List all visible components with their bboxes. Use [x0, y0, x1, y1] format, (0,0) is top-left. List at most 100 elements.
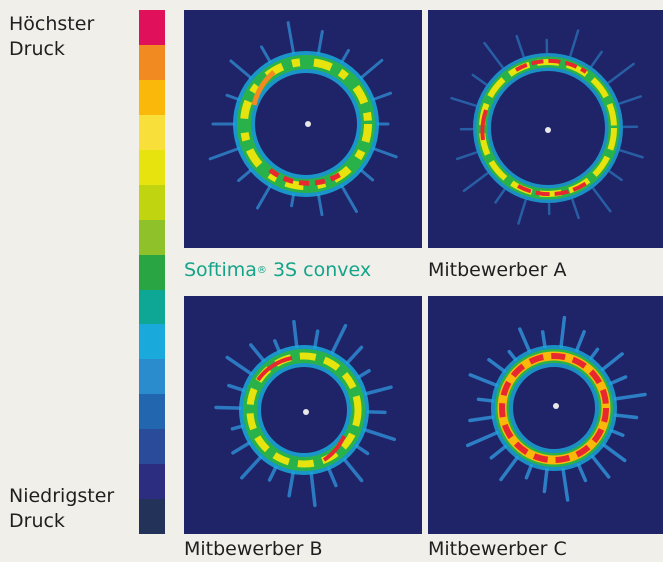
- pressure-ring-image: [450, 29, 644, 225]
- pressure-spike: [455, 151, 478, 161]
- pressure-spike: [609, 375, 628, 386]
- pressure-spike: [613, 392, 647, 401]
- caption-mitbewerber-c-text: Mitbewerber C: [428, 538, 567, 560]
- color-scale-segment: [139, 324, 165, 360]
- pressure-spike: [607, 62, 635, 84]
- pressure-spike: [372, 147, 398, 159]
- pressure-spike: [450, 96, 477, 107]
- pressure-spike: [214, 405, 242, 410]
- caption-softima-name: Softima: [184, 259, 257, 281]
- pressure-map-mitbewerber-b: [184, 296, 422, 534]
- lowest-pressure-label: Niedrigster Druck: [9, 484, 114, 534]
- pressure-spike: [559, 315, 567, 349]
- pressure-spike: [359, 58, 384, 80]
- caption-softima-model: 3S convex: [266, 259, 372, 281]
- pressure-spike: [542, 467, 549, 494]
- pressure-spike: [230, 424, 244, 431]
- pressure-spike: [309, 471, 317, 508]
- pressure-spike: [359, 168, 375, 182]
- pressure-spike: [499, 456, 519, 482]
- highest-pressure-label-line2: Druck: [9, 38, 65, 60]
- pressure-spike: [208, 147, 240, 161]
- pressure-spike: [363, 428, 397, 442]
- pressure-spike: [290, 193, 295, 208]
- pressure-spike: [227, 383, 245, 392]
- pressure-spike: [357, 369, 371, 379]
- pressure-spike: [225, 355, 253, 376]
- pressure-spike: [468, 373, 499, 387]
- pressure-spike: [576, 463, 588, 483]
- pressure-spike: [364, 385, 393, 396]
- pressure-spike: [476, 397, 495, 403]
- pressure-spike: [256, 184, 272, 210]
- color-scale-segment: [139, 10, 165, 45]
- pressure-ring-image: [214, 319, 397, 508]
- pressure-spike: [345, 345, 364, 365]
- pressure-spike: [240, 455, 263, 480]
- caption-mitbewerber-b-text: Mitbewerber B: [184, 538, 323, 560]
- pressure-spike: [225, 93, 240, 101]
- pressure-spike: [507, 349, 518, 362]
- color-scale-segment: [139, 79, 165, 115]
- pressure-map-softima: [184, 10, 422, 248]
- pressure-spike: [571, 198, 580, 220]
- pressure-spike: [483, 41, 504, 69]
- pressure-ring-image: [466, 315, 647, 502]
- pressure-spike: [471, 73, 488, 86]
- pressure-spike: [462, 172, 489, 193]
- pressure-spike: [327, 467, 338, 488]
- pressure-spike: [518, 327, 532, 353]
- pressure-spike: [569, 29, 580, 57]
- pressure-spike: [600, 352, 624, 372]
- lowest-pressure-label-line1: Niedrigster: [9, 485, 115, 507]
- color-scale-segment: [139, 429, 165, 465]
- pressure-spike: [608, 170, 623, 182]
- caption-softima-registered-mark: ®: [256, 265, 267, 276]
- pressure-spike: [618, 95, 643, 105]
- color-scale-segment: [139, 219, 165, 255]
- pressure-spike: [267, 465, 278, 482]
- color-scale-segment: [139, 359, 165, 395]
- color-scale-segment: [139, 114, 165, 150]
- caption-mitbewerber-b: Mitbewerber B: [184, 537, 323, 561]
- caption-mitbewerber-a: Mitbewerber A: [428, 258, 567, 282]
- pressure-spike: [249, 343, 266, 363]
- pressure-spike: [313, 329, 320, 349]
- pressure-spike: [487, 357, 506, 373]
- pressure-spike: [515, 34, 525, 58]
- pressure-spike: [609, 429, 625, 437]
- color-scale-segment: [139, 464, 165, 500]
- pressure-spike: [372, 91, 393, 101]
- pressure-color-scale: [139, 10, 165, 535]
- pressure-spike: [330, 323, 348, 355]
- pressure-map-mitbewerber-c: [428, 296, 663, 534]
- pressure-spike: [524, 463, 533, 480]
- pressure-spike: [237, 168, 253, 183]
- pressure-map-mitbewerber-a: [428, 10, 663, 248]
- pressure-spike: [292, 319, 299, 349]
- pressure-spike: [540, 330, 547, 349]
- pressure-spike: [286, 21, 295, 55]
- caption-mitbewerber-c: Mitbewerber C: [428, 537, 567, 561]
- pressure-spike: [592, 187, 612, 213]
- pressure-spike: [494, 188, 506, 204]
- pressure-spike: [340, 184, 358, 213]
- highest-pressure-label: Höchster Druck: [9, 12, 94, 62]
- color-scale-segment: [139, 499, 165, 535]
- pressure-spike: [273, 339, 281, 353]
- caption-mitbewerber-a-text: Mitbewerber A: [428, 259, 567, 281]
- pressure-spike: [317, 193, 324, 217]
- caption-softima: Softima® 3S convex: [184, 258, 371, 282]
- pressure-spike: [489, 444, 508, 460]
- pressure-spike: [590, 454, 611, 479]
- pressure-spike: [342, 457, 364, 483]
- pressure-spike: [619, 149, 644, 159]
- pressure-spike: [340, 48, 350, 64]
- pressure-spike: [602, 443, 627, 463]
- lowest-pressure-label-line2: Druck: [9, 510, 65, 532]
- color-scale-segment: [139, 289, 165, 325]
- color-scale-segment: [139, 254, 165, 290]
- pressure-spike: [590, 50, 603, 68]
- pressure-spike: [589, 347, 600, 360]
- color-scale-segment: [139, 44, 165, 80]
